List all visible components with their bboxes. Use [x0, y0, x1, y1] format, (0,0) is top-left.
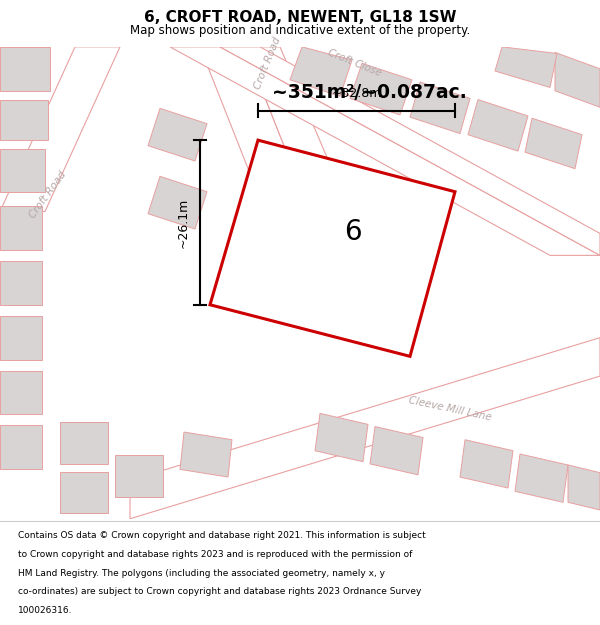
Polygon shape [0, 316, 42, 359]
Text: 6: 6 [344, 217, 362, 246]
Polygon shape [148, 176, 207, 229]
Text: Croft Road: Croft Road [28, 169, 68, 221]
Text: 100026316.: 100026316. [18, 606, 73, 615]
Polygon shape [0, 261, 42, 305]
Text: Contains OS data © Crown copyright and database right 2021. This information is : Contains OS data © Crown copyright and d… [18, 531, 426, 541]
Text: HM Land Registry. The polygons (including the associated geometry, namely x, y: HM Land Registry. The polygons (includin… [18, 569, 385, 578]
Polygon shape [0, 47, 120, 211]
Text: Cleeve Mill Lane: Cleeve Mill Lane [407, 396, 493, 422]
Text: to Crown copyright and database rights 2023 and is reproduced with the permissio: to Crown copyright and database rights 2… [18, 550, 412, 559]
Polygon shape [515, 454, 568, 503]
Polygon shape [0, 426, 42, 469]
Polygon shape [180, 432, 232, 477]
Polygon shape [0, 47, 50, 91]
Polygon shape [460, 440, 513, 488]
Text: Croft Road: Croft Road [253, 36, 283, 91]
Polygon shape [468, 99, 528, 151]
Polygon shape [148, 108, 207, 161]
Polygon shape [410, 82, 470, 134]
Polygon shape [525, 118, 582, 169]
Polygon shape [210, 140, 455, 356]
Polygon shape [115, 455, 163, 497]
Polygon shape [290, 47, 352, 96]
Polygon shape [495, 47, 557, 88]
Polygon shape [315, 413, 368, 462]
Polygon shape [0, 371, 42, 414]
Polygon shape [130, 338, 600, 519]
Polygon shape [60, 471, 108, 513]
Polygon shape [555, 52, 600, 107]
Polygon shape [568, 465, 600, 510]
Text: ~351m²/~0.087ac.: ~351m²/~0.087ac. [272, 84, 467, 102]
Polygon shape [60, 422, 108, 464]
Text: co-ordinates) are subject to Crown copyright and database rights 2023 Ordnance S: co-ordinates) are subject to Crown copyr… [18, 588, 421, 596]
Polygon shape [170, 47, 600, 256]
Text: Map shows position and indicative extent of the property.: Map shows position and indicative extent… [130, 24, 470, 36]
Text: ~32.8m: ~32.8m [331, 86, 382, 99]
Polygon shape [200, 47, 310, 211]
Polygon shape [0, 206, 42, 250]
Polygon shape [0, 99, 48, 140]
Polygon shape [370, 427, 423, 475]
Polygon shape [0, 149, 45, 192]
Polygon shape [245, 47, 350, 211]
Polygon shape [350, 63, 412, 115]
Text: ~26.1m: ~26.1m [177, 198, 190, 248]
Text: 6, CROFT ROAD, NEWENT, GL18 1SW: 6, CROFT ROAD, NEWENT, GL18 1SW [144, 10, 456, 25]
Text: Croft Close: Croft Close [326, 48, 383, 79]
Polygon shape [220, 47, 600, 256]
